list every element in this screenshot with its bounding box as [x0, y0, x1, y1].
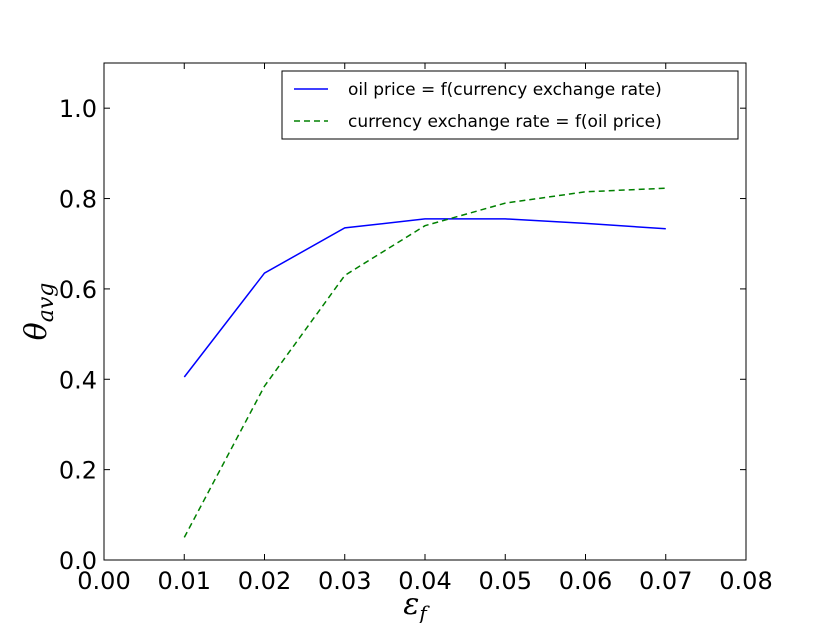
- y-tick-label: 1.0: [59, 95, 97, 123]
- series-layer: [183, 187, 666, 538]
- x-tick-label: 0.00: [77, 567, 130, 595]
- ticks-layer: 0.00 0.01 0.02 0.03 0.04 0.05 0.06 0.07 0.08 0.0 0…: [59, 63, 773, 595]
- y-tick-label: 0.0: [59, 547, 97, 575]
- x-tick-label: 0.01: [158, 567, 211, 595]
- x-tick-label: 0.07: [639, 567, 692, 595]
- legend: oil price = f(currency exchange rate) cur…: [281, 70, 739, 140]
- x-tick-label: 0.03: [318, 567, 371, 595]
- y-axis-label: θavg: [19, 283, 59, 341]
- series-line-1: [183, 218, 666, 378]
- x-tick-label: 0.06: [559, 567, 612, 595]
- y-tick-label: 0.6: [59, 276, 97, 304]
- y-tick-label: 0.2: [59, 457, 97, 485]
- x-tick-label: 0.08: [719, 567, 772, 595]
- series-line-2: [183, 187, 666, 538]
- legend-box: [281, 70, 739, 140]
- x-tick-label: 0.04: [398, 567, 451, 595]
- plot-area: [103, 62, 747, 561]
- x-tick-label: 0.02: [238, 567, 291, 595]
- x-tick-label: 0.05: [479, 567, 532, 595]
- legend-entry-2: currency exchange rate = f(oil price): [348, 112, 662, 132]
- legend-entry-1: oil price = f(currency exchange rate): [348, 80, 662, 100]
- plot-frame: [103, 62, 747, 561]
- y-tick-label: 0.4: [59, 366, 97, 394]
- y-tick-label: 0.8: [59, 186, 97, 214]
